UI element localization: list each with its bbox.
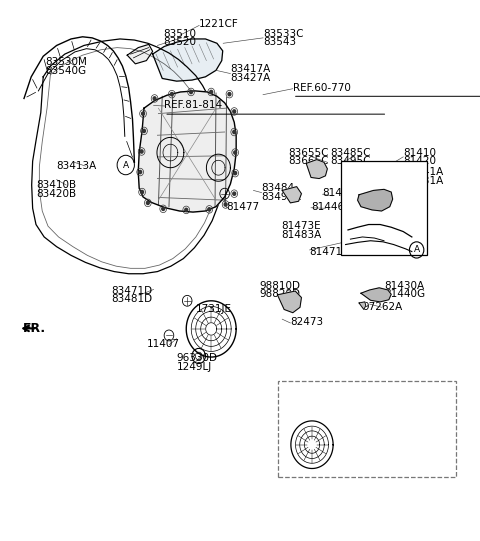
- Polygon shape: [138, 91, 236, 212]
- Text: 83530M: 83530M: [46, 57, 87, 67]
- Circle shape: [140, 150, 143, 153]
- Text: 83655C: 83655C: [288, 148, 328, 157]
- Text: 81483A: 81483A: [281, 230, 321, 240]
- Text: 81431A: 81431A: [403, 176, 444, 186]
- Circle shape: [234, 171, 237, 175]
- Text: REF.60-770: REF.60-770: [293, 83, 351, 93]
- Text: 83427A: 83427A: [230, 73, 271, 83]
- Text: 83471D: 83471D: [111, 286, 153, 295]
- Circle shape: [185, 208, 188, 212]
- Circle shape: [143, 129, 145, 133]
- Text: 1249LJ: 1249LJ: [177, 362, 212, 372]
- Circle shape: [233, 130, 236, 134]
- Text: 81473E: 81473E: [281, 221, 321, 231]
- Text: 83510: 83510: [163, 29, 196, 38]
- Text: 81430A: 81430A: [384, 281, 424, 291]
- Circle shape: [233, 110, 236, 113]
- Circle shape: [141, 190, 144, 194]
- Text: 98820D: 98820D: [259, 289, 300, 299]
- Text: 81477: 81477: [227, 202, 260, 212]
- Polygon shape: [127, 44, 153, 64]
- Text: 83540G: 83540G: [46, 66, 87, 76]
- Text: 81410: 81410: [403, 148, 436, 157]
- Text: AMP-JBL AMP(AV)): AMP-JBL AMP(AV)): [336, 398, 424, 407]
- Text: 83665C: 83665C: [288, 156, 328, 166]
- Text: 1731JE: 1731JE: [196, 305, 232, 314]
- Text: 81446: 81446: [311, 202, 344, 212]
- Text: 83420B: 83420B: [36, 189, 76, 199]
- Text: 81471F: 81471F: [310, 247, 348, 256]
- Polygon shape: [361, 288, 391, 302]
- Polygon shape: [153, 39, 223, 81]
- Text: 96330D: 96330D: [177, 353, 217, 363]
- Circle shape: [170, 93, 173, 96]
- Text: 83417A: 83417A: [230, 64, 271, 74]
- Circle shape: [228, 93, 231, 96]
- Circle shape: [162, 207, 165, 210]
- Circle shape: [142, 112, 144, 115]
- Text: (W/EXTERNAL: (W/EXTERNAL: [336, 388, 404, 398]
- Text: 83495C: 83495C: [330, 156, 371, 166]
- Circle shape: [210, 90, 213, 94]
- Text: FR.: FR.: [23, 322, 46, 335]
- Text: 81441A: 81441A: [403, 167, 444, 177]
- Circle shape: [139, 170, 142, 174]
- Text: 98810D: 98810D: [259, 281, 300, 291]
- Circle shape: [234, 151, 237, 154]
- Bar: [341, 161, 427, 255]
- Text: 83413A: 83413A: [57, 161, 97, 171]
- Text: 96330D: 96330D: [346, 433, 386, 443]
- Polygon shape: [358, 189, 393, 211]
- Text: 83543: 83543: [263, 37, 296, 47]
- Circle shape: [233, 192, 236, 195]
- Text: 81440G: 81440G: [384, 289, 425, 299]
- Text: A: A: [414, 246, 420, 254]
- Text: 11407: 11407: [146, 339, 180, 348]
- Text: A: A: [123, 161, 129, 169]
- Polygon shape: [282, 187, 301, 203]
- Text: 83484: 83484: [262, 183, 295, 193]
- Polygon shape: [359, 302, 366, 309]
- Circle shape: [208, 208, 211, 211]
- Circle shape: [224, 203, 227, 206]
- Text: REF.81-814: REF.81-814: [164, 101, 222, 110]
- Polygon shape: [277, 291, 301, 313]
- Circle shape: [146, 201, 149, 204]
- Text: 1221CF: 1221CF: [199, 19, 239, 29]
- Text: 83520: 83520: [163, 37, 196, 47]
- Circle shape: [153, 97, 156, 100]
- Text: 83485C: 83485C: [330, 148, 371, 157]
- Polygon shape: [306, 160, 327, 179]
- Text: 82473: 82473: [290, 317, 324, 327]
- Text: 83410B: 83410B: [36, 180, 76, 190]
- Text: 81491F: 81491F: [323, 188, 361, 198]
- Text: 83533C: 83533C: [263, 29, 303, 38]
- Text: 83494X: 83494X: [262, 192, 302, 202]
- Text: 83481D: 83481D: [111, 294, 153, 304]
- Text: 81420: 81420: [403, 156, 436, 166]
- Text: 97262A: 97262A: [362, 302, 403, 312]
- FancyBboxPatch shape: [278, 381, 456, 477]
- Circle shape: [190, 90, 192, 94]
